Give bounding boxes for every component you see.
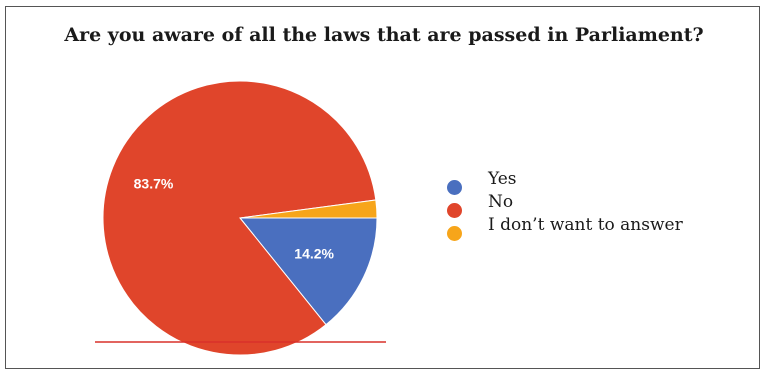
legend-label-no-answer: I don’t want to answer	[488, 215, 683, 235]
pie-slice-yes	[238, 217, 378, 326]
legend-swatch-no-answer	[447, 226, 462, 241]
legend-label-yes: Yes	[488, 169, 517, 189]
pie-slice-no	[102, 80, 377, 356]
chart-title: Are you aware of all the laws that are p…	[64, 24, 704, 46]
legend-swatch-no	[447, 203, 462, 218]
pie-slice-no-answer	[239, 199, 378, 219]
slice-label-no: 83.7%	[134, 175, 174, 191]
slice-label-yes: 14.2%	[294, 245, 334, 261]
legend-label-no: No	[488, 192, 514, 212]
legend-swatch-yes	[447, 180, 462, 195]
